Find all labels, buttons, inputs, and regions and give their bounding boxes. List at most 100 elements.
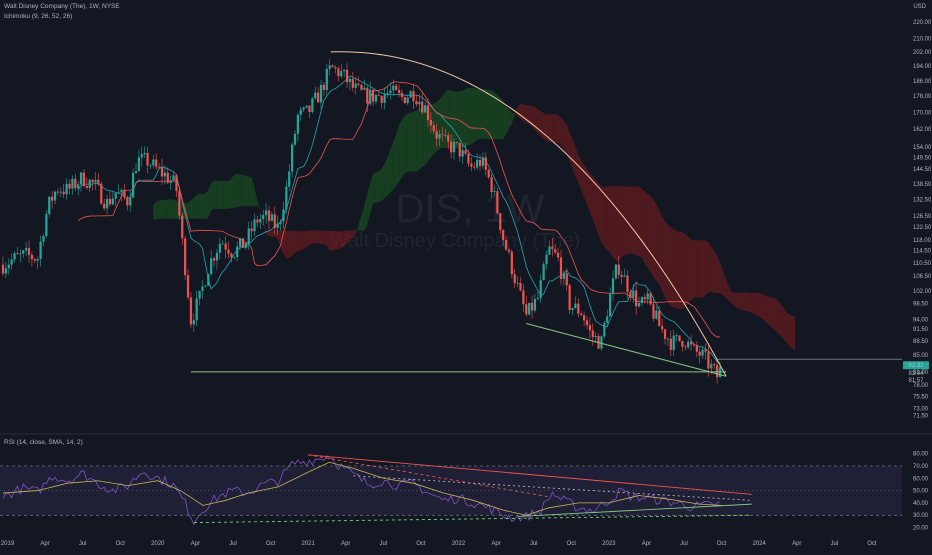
kumo-segment-41 (268, 230, 272, 237)
price-axis-tick-12: 110.50 (913, 261, 932, 267)
kumo-segment-77 (373, 172, 376, 204)
candle-body-244 (707, 351, 710, 369)
candle-body-127 (369, 89, 372, 104)
kumo-segment-98 (433, 101, 437, 154)
kumo-segment-95 (425, 106, 428, 166)
candle-body-226 (655, 310, 658, 319)
candle-body-78 (227, 249, 230, 254)
time-axis-tick-16: 2023 (602, 541, 616, 547)
candle-body-31 (91, 179, 94, 183)
candle-body-155 (450, 141, 453, 153)
price-axis-tick-4: 81.00 (913, 370, 929, 376)
price-axis-tick-15: 122.50 (913, 225, 932, 231)
kumo-segment-199 (725, 278, 729, 301)
candle-body-186 (539, 280, 542, 298)
price-axis-tick-29: 220.00 (913, 20, 932, 26)
kumo-segment-119 (494, 92, 498, 140)
price-axis-tick-0: 71.50 (913, 414, 929, 420)
lower-support-line (526, 323, 727, 377)
kumo-segment-85 (396, 124, 400, 186)
kumo-segment-159 (610, 186, 614, 257)
candle-body-167 (484, 157, 487, 170)
currency-label[interactable]: USD (913, 4, 926, 10)
candle-body-166 (481, 157, 485, 166)
time-axis-tick-2: Jul (79, 541, 87, 547)
candle-body-173 (502, 230, 505, 241)
candle-body-197 (571, 307, 574, 310)
time-axis-tick-10: Jul (380, 541, 388, 547)
kumo-segment-135 (540, 111, 544, 140)
candle-body-130 (377, 95, 380, 97)
time-axis-tick-0: 2019 (1, 541, 15, 547)
price-axis-tick-7: 91.50 (913, 327, 929, 333)
kumo-segment-175 (656, 204, 660, 285)
kumo-segment-18 (202, 193, 206, 219)
kumo-segment-167 (633, 186, 637, 256)
kumo-segment-136 (543, 113, 547, 142)
candle-body-160 (464, 150, 467, 154)
candle-body-37 (108, 198, 112, 205)
kumo-segment-150 (584, 164, 587, 205)
candle-body-34 (100, 183, 103, 204)
kumo-segment-113 (477, 88, 481, 140)
kumo-segment-108 (462, 89, 466, 148)
candle-body-221 (640, 297, 644, 304)
kumo-segment-56 (312, 230, 316, 244)
candle-body-198 (574, 303, 577, 308)
rsi-axis-tick-2: 40.00 (913, 501, 929, 507)
candle-body-27 (79, 172, 83, 185)
candle-body-114 (331, 65, 334, 68)
kumo-segment-191 (702, 240, 706, 299)
rsi-axis-tick-3: 50.00 (913, 489, 929, 495)
candle-body-174 (504, 240, 508, 250)
kumo-segment-187 (691, 239, 694, 300)
candle-body-67 (195, 298, 198, 321)
candle-body-171 (496, 191, 499, 214)
rsi-legend[interactable]: RSI (14, close, SMA, 14, 2) (4, 439, 83, 446)
kumo-segment-219 (783, 307, 787, 343)
candle-body-237 (687, 341, 690, 348)
kumo-segment-86 (399, 119, 402, 182)
kumo-segment-31 (240, 174, 243, 207)
candle-body-101 (293, 133, 297, 145)
candle-body-56 (163, 172, 167, 177)
kumo-segment-122 (503, 101, 507, 140)
kumo-segment-60 (323, 230, 327, 245)
kumo-segment-142 (560, 117, 564, 150)
candle-body-222 (643, 297, 646, 300)
candle-body-6 (19, 253, 22, 255)
candle-body-156 (452, 141, 456, 153)
kumo-segment-59 (321, 230, 324, 245)
price-axis-tick-23: 170.00 (913, 110, 932, 116)
candle-body-85 (247, 228, 250, 244)
candle-body-146 (423, 105, 427, 113)
candle-body-227 (658, 310, 661, 327)
candle-body-48 (140, 154, 143, 158)
candle-body-196 (568, 285, 571, 310)
rsi-base-dashed (193, 514, 752, 524)
candle-body-1 (4, 268, 7, 274)
price-axis-tick-20: 149.50 (913, 155, 932, 161)
kumo-segment-28 (231, 174, 235, 209)
candle-body-169 (490, 177, 493, 193)
rsi-ma-line (2, 461, 722, 516)
ichimoku-legend[interactable]: Ichimoku (9, 26, 52, 26) (4, 13, 73, 20)
candle-body-82 (238, 238, 242, 247)
kumo-segment-91 (413, 110, 417, 172)
kumo-segment-192 (705, 240, 709, 296)
candle-body-177 (513, 274, 516, 283)
candle-body-7 (22, 250, 25, 254)
kumo-segment-72 (358, 215, 362, 231)
candle-body-72 (210, 258, 213, 275)
price-axis-tick-9: 98.50 (913, 301, 929, 307)
kumo-segment-133 (534, 107, 538, 134)
kumo-segment-89 (407, 112, 411, 172)
kumo-segment-49 (292, 230, 296, 256)
candle-body-194 (562, 273, 565, 279)
candle-body-181 (525, 304, 528, 315)
candle-body-55 (160, 167, 164, 177)
kumo-segment-124 (508, 109, 512, 129)
candle-body-117 (340, 71, 343, 77)
